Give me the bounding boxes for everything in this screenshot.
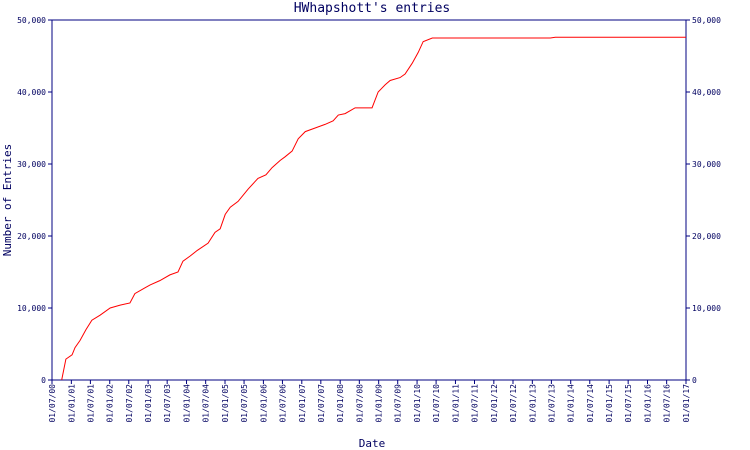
x-tick-label: 01/01/09 <box>375 384 384 423</box>
x-tick-label: 01/07/13 <box>547 384 556 423</box>
x-tick-label: 01/01/06 <box>259 384 268 423</box>
x-tick-label: 01/07/01 <box>86 384 95 423</box>
x-tick-label: 01/07/07 <box>317 384 326 423</box>
x-tick-label: 01/01/05 <box>221 384 230 423</box>
y2-tick-label: 10,000 <box>692 304 721 313</box>
x-tick-label: 01/01/08 <box>336 384 345 423</box>
x-tick-label: 01/01/07 <box>298 384 307 423</box>
x-tick-label: 01/07/15 <box>624 384 633 423</box>
x-tick-label: 01/07/14 <box>586 384 595 423</box>
x-tick-label: 01/01/13 <box>528 384 537 423</box>
y-tick-label: 20,000 <box>17 232 46 241</box>
x-tick-label: 01/01/11 <box>451 384 460 423</box>
x-tick-label: 01/07/16 <box>663 384 672 423</box>
x-tick-label: 01/07/04 <box>202 384 211 423</box>
y2-tick-label: 20,000 <box>692 232 721 241</box>
x-tick-label: 01/01/03 <box>144 384 153 423</box>
x-tick-label: 01/01/01 <box>67 384 76 423</box>
y-tick-label: 0 <box>41 376 46 385</box>
x-tick-label: 01/07/02 <box>125 384 134 423</box>
x-tick-label: 01/01/10 <box>413 384 422 423</box>
y-tick-label: 10,000 <box>17 304 46 313</box>
chart-title: HWhapshott's entries <box>294 1 451 16</box>
y-tick-label: 30,000 <box>17 160 46 169</box>
y-tick-label: 40,000 <box>17 88 46 97</box>
y-tick-label: 50,000 <box>17 16 46 25</box>
y2-tick-label: 40,000 <box>692 88 721 97</box>
x-tick-label: 01/07/12 <box>509 384 518 423</box>
x-axis-label: Date <box>359 437 386 450</box>
x-tick-label: 01/01/17 <box>682 384 691 423</box>
x-tick-label: 01/07/05 <box>240 384 249 423</box>
x-tick-label: 01/07/10 <box>432 384 441 423</box>
plot-frame <box>51 19 687 381</box>
x-tick-label: 01/07/00 <box>48 384 57 423</box>
x-tick-label: 01/01/16 <box>644 384 653 423</box>
y2-tick-label: 30,000 <box>692 160 721 169</box>
y2-tick-label: 0 <box>692 376 697 385</box>
y-axis-label: Number of Entries <box>1 144 14 257</box>
data-line <box>61 36 686 381</box>
x-tick-label: 01/07/03 <box>163 384 172 423</box>
x-tick-label: 01/07/06 <box>278 384 287 423</box>
x-tick-label: 01/07/08 <box>355 384 364 423</box>
x-tick-label: 01/01/15 <box>605 384 614 423</box>
x-tick-label: 01/01/02 <box>106 384 115 423</box>
x-tick-label: 01/07/09 <box>394 384 403 423</box>
y2-tick-label: 50,000 <box>692 16 721 25</box>
x-tick-label: 01/01/14 <box>567 384 576 423</box>
x-tick-label: 01/01/04 <box>183 384 192 423</box>
x-tick-label: 01/07/11 <box>470 384 479 423</box>
x-tick-label: 01/01/12 <box>490 384 499 423</box>
